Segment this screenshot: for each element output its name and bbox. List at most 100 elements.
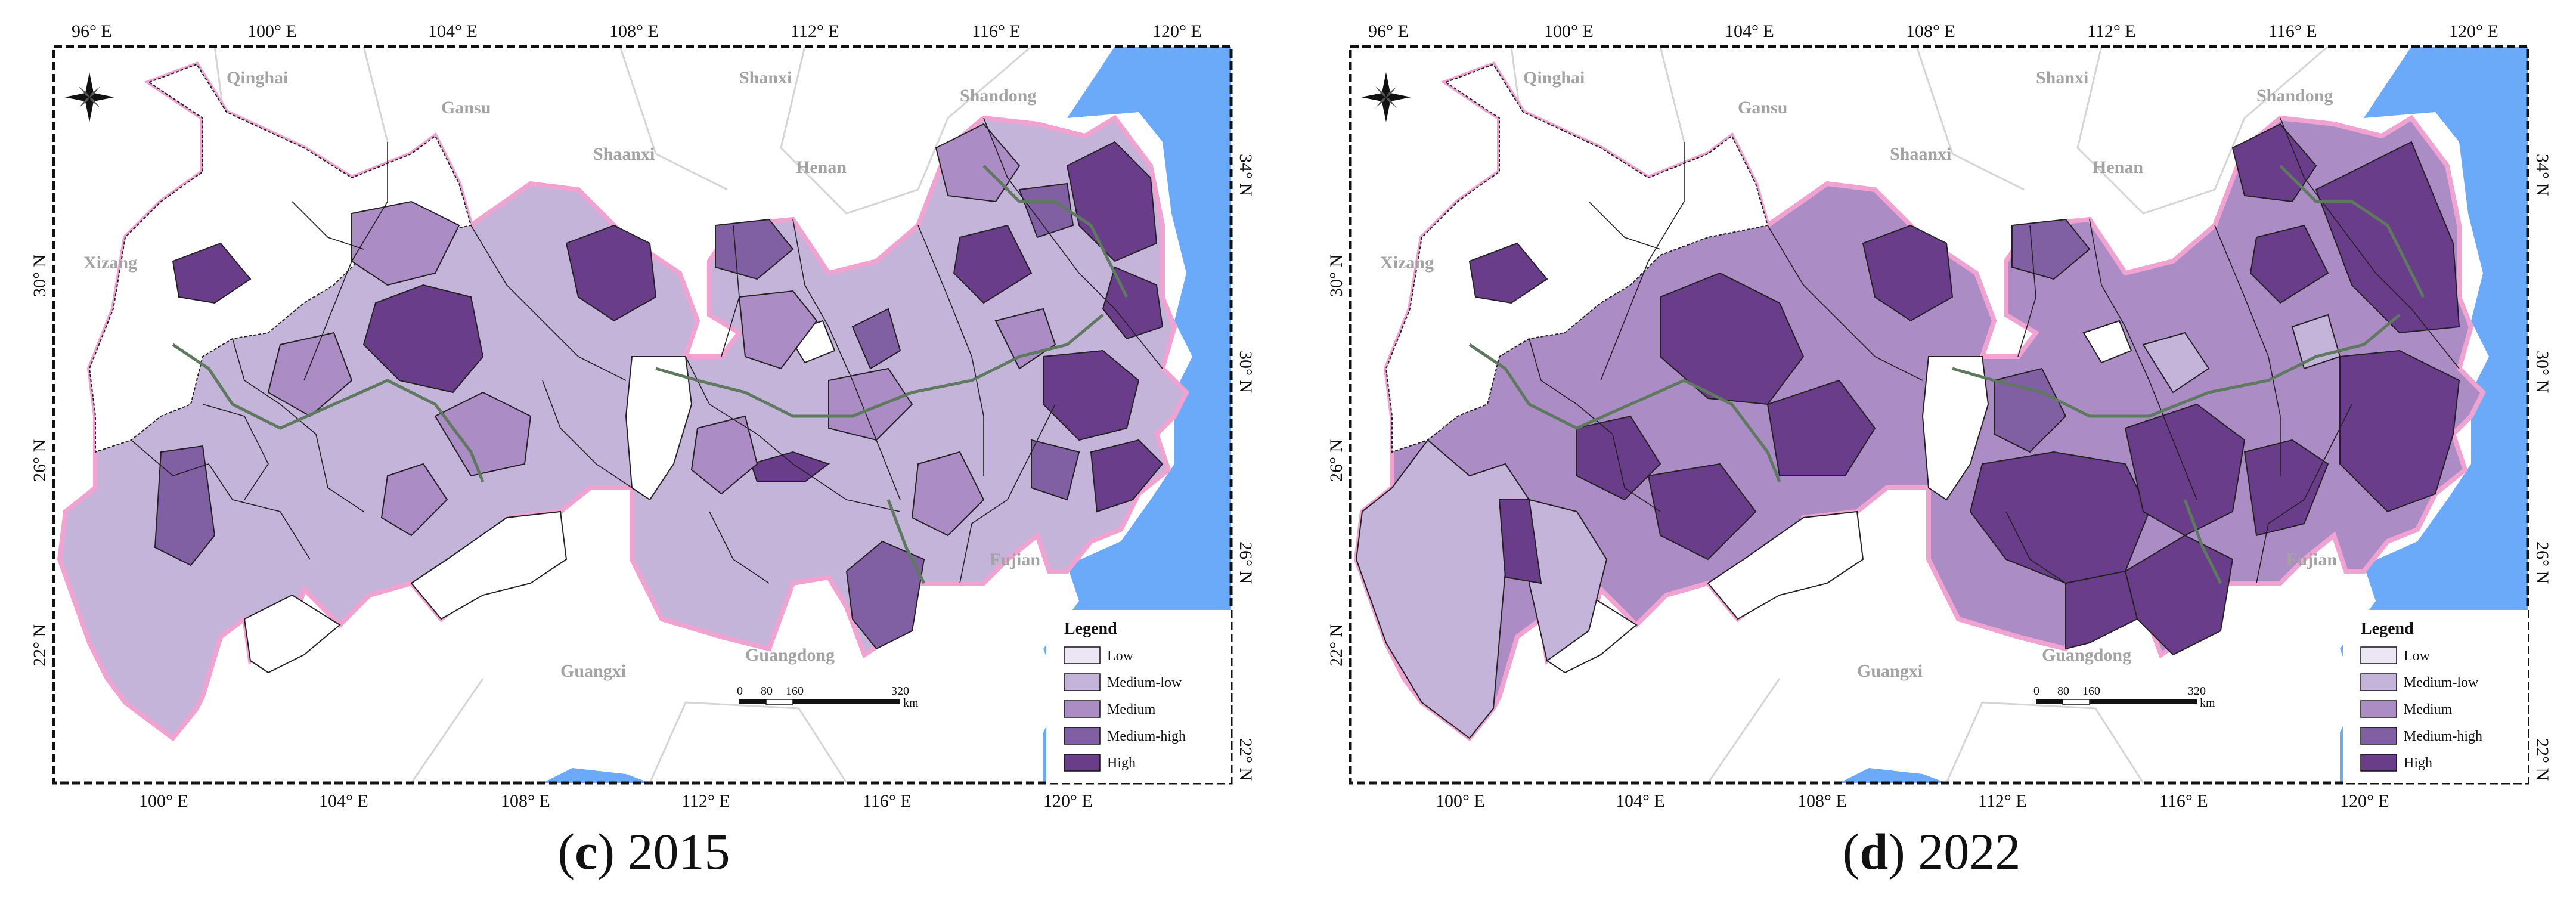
legend-swatch <box>2360 700 2397 718</box>
sea-south <box>1839 768 1946 783</box>
caption-letter: d <box>1859 823 1889 880</box>
left-tick: 26° N <box>30 439 49 482</box>
scale-tick: 320 <box>2188 685 2206 698</box>
left-ticks: 30° N 26° N 22° N <box>30 255 49 667</box>
left-tick: 30° N <box>1326 255 1346 297</box>
left-tick: 30° N <box>30 255 49 297</box>
legend-label: Medium-high <box>1107 729 1186 744</box>
bottom-tick: 104° E <box>1616 791 1665 811</box>
legend-label: Medium <box>1107 702 1156 717</box>
patch-high <box>1862 224 1954 322</box>
bottom-tick: 104° E <box>319 791 368 811</box>
top-tick: 120° E <box>1152 21 1202 41</box>
patch-high <box>362 284 484 394</box>
top-tick: 116° E <box>972 21 1021 41</box>
province-label: Henan <box>2093 157 2143 177</box>
patch-high <box>1090 439 1164 513</box>
patch-high <box>953 224 1033 304</box>
legend-swatch <box>1064 700 1101 718</box>
legend: Legend Low Medium-low Medium Medium-high… <box>1046 610 1231 783</box>
patch-medium <box>738 290 818 370</box>
bottom-tick: 100° E <box>139 791 188 811</box>
patch-medium-high <box>154 445 216 566</box>
patch-medium <box>690 415 758 495</box>
panel-c: Qinghai Gansu Shaanxi Shanxi Henan Shand… <box>30 21 1256 880</box>
top-tick: 104° E <box>428 21 478 41</box>
scale-unit: km <box>903 696 919 710</box>
bottom-tick: 108° E <box>1797 791 1847 811</box>
bottom-tick: 108° E <box>501 791 550 811</box>
no-data-a <box>625 356 693 501</box>
top-tick: 100° E <box>1544 21 1594 41</box>
patch-high <box>2065 570 2138 650</box>
no-data-b <box>1707 510 1864 620</box>
no-data-a <box>1921 356 1989 501</box>
patch-medium <box>380 463 448 537</box>
caption-year: 2015 <box>627 823 730 880</box>
patch-high <box>565 224 657 322</box>
right-tick: 34° N <box>1236 154 1256 196</box>
province-label: Shanxi <box>739 68 792 88</box>
patch-medium <box>267 332 353 417</box>
scale-bar: 0 80 160 320 km <box>2033 685 2215 710</box>
province-label: Shandong <box>960 86 1036 106</box>
sea <box>1043 47 1231 783</box>
left-ticks: 30° N 26° N 22° N <box>1326 255 1346 667</box>
map-border <box>52 45 1233 785</box>
north-arrow-icon <box>1361 72 1411 122</box>
legend-swatch <box>2360 754 2397 772</box>
province-label: Qinghai <box>1523 68 1585 88</box>
province-label: Gansu <box>441 98 491 117</box>
patch-medium-high <box>1994 367 2067 453</box>
patch-medium-high <box>1031 439 1080 501</box>
province-label: Fujian <box>990 550 1040 569</box>
right-ticks: 34° N 30° N 26° N 22° N <box>2532 154 2552 781</box>
scale-tick: 80 <box>761 685 773 698</box>
province-label: Shandong <box>2256 86 2333 106</box>
left-tick: 22° N <box>1326 624 1346 667</box>
no-data-b <box>410 510 568 620</box>
map-svg: Qinghai Gansu Shaanxi Shanxi Henan Shand… <box>1326 21 2552 811</box>
patch-high <box>1498 499 1542 584</box>
bottom-tick: 116° E <box>863 791 912 811</box>
caption-letter: c <box>575 823 598 880</box>
map-svg: Qinghai Gansu Shaanxi Shanxi Henan Shand… <box>30 21 1256 811</box>
bottom-tick: 112° E <box>1978 791 2027 811</box>
legend-swatch <box>1064 673 1101 691</box>
top-tick: 96° E <box>1368 21 1409 41</box>
no-data-west <box>88 63 472 453</box>
province-label: Shaanxi <box>593 144 655 164</box>
right-tick: 26° N <box>1236 541 1256 584</box>
province-labels: Qinghai Gansu Shaanxi Shanxi Henan Shand… <box>1380 68 2337 681</box>
bottom-tick: 100° E <box>1436 791 1485 811</box>
scale-tick: 160 <box>786 685 804 698</box>
patch-medium-low <box>1529 499 1608 662</box>
legend-swatch <box>1064 754 1101 772</box>
region-borders <box>172 165 1129 584</box>
legend-swatch <box>2360 727 2397 745</box>
patch-high <box>1660 272 1805 405</box>
right-tick: 34° N <box>2532 154 2552 196</box>
bottom-tick: 112° E <box>681 791 730 811</box>
patch-medium-high <box>845 540 925 650</box>
bottom-tick: 120° E <box>2340 791 2389 811</box>
county-borders <box>131 117 1163 584</box>
right-ticks: 34° N 30° N 26° N 22° N <box>1236 154 1256 781</box>
bottom-tick: 116° E <box>2159 791 2208 811</box>
province-label: Shanxi <box>2036 68 2088 88</box>
map-frame: Qinghai Gansu Shaanxi Shanxi Henan Shand… <box>1326 21 2552 811</box>
patch-medium-low <box>2142 332 2210 394</box>
top-tick: 112° E <box>2087 21 2136 41</box>
legend-label: Low <box>1107 648 1134 664</box>
legend-label: Medium-low <box>2404 675 2479 691</box>
province-label: Xizang <box>83 253 137 273</box>
scale-unit: km <box>2200 696 2215 710</box>
scale-tick: 160 <box>2082 685 2100 698</box>
right-tick: 30° N <box>1236 351 1256 393</box>
patch-high <box>1468 242 1548 304</box>
legend-label: Medium-low <box>1107 675 1182 691</box>
top-tick: 108° E <box>1906 21 1955 41</box>
bottom-ticks: 100° E 104° E 108° E 112° E 116° E 120° … <box>1436 791 2389 811</box>
caption: (c) 2015 <box>557 823 730 880</box>
legend-swatch <box>2360 673 2397 691</box>
